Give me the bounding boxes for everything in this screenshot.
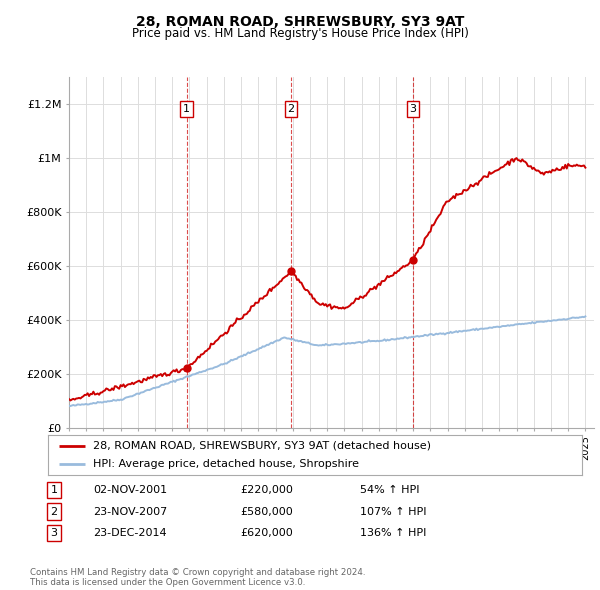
Text: Contains HM Land Registry data © Crown copyright and database right 2024.
This d: Contains HM Land Registry data © Crown c… (30, 568, 365, 587)
Text: 1: 1 (50, 485, 58, 494)
Text: 28, ROMAN ROAD, SHREWSBURY, SY3 9AT (detached house): 28, ROMAN ROAD, SHREWSBURY, SY3 9AT (det… (94, 441, 431, 451)
Text: 1: 1 (183, 104, 190, 114)
Text: 54% ↑ HPI: 54% ↑ HPI (360, 485, 419, 494)
Text: 02-NOV-2001: 02-NOV-2001 (93, 485, 167, 494)
Text: 28, ROMAN ROAD, SHREWSBURY, SY3 9AT: 28, ROMAN ROAD, SHREWSBURY, SY3 9AT (136, 15, 464, 29)
Text: 136% ↑ HPI: 136% ↑ HPI (360, 529, 427, 538)
Text: 2: 2 (287, 104, 295, 114)
Text: £620,000: £620,000 (240, 529, 293, 538)
Text: Price paid vs. HM Land Registry's House Price Index (HPI): Price paid vs. HM Land Registry's House … (131, 27, 469, 40)
Text: £220,000: £220,000 (240, 485, 293, 494)
Text: 23-NOV-2007: 23-NOV-2007 (93, 507, 167, 516)
Text: HPI: Average price, detached house, Shropshire: HPI: Average price, detached house, Shro… (94, 459, 359, 469)
Text: 3: 3 (50, 529, 58, 538)
Text: 3: 3 (409, 104, 416, 114)
Text: £580,000: £580,000 (240, 507, 293, 516)
Text: 2: 2 (50, 507, 58, 516)
Text: 23-DEC-2014: 23-DEC-2014 (93, 529, 167, 538)
Text: 107% ↑ HPI: 107% ↑ HPI (360, 507, 427, 516)
